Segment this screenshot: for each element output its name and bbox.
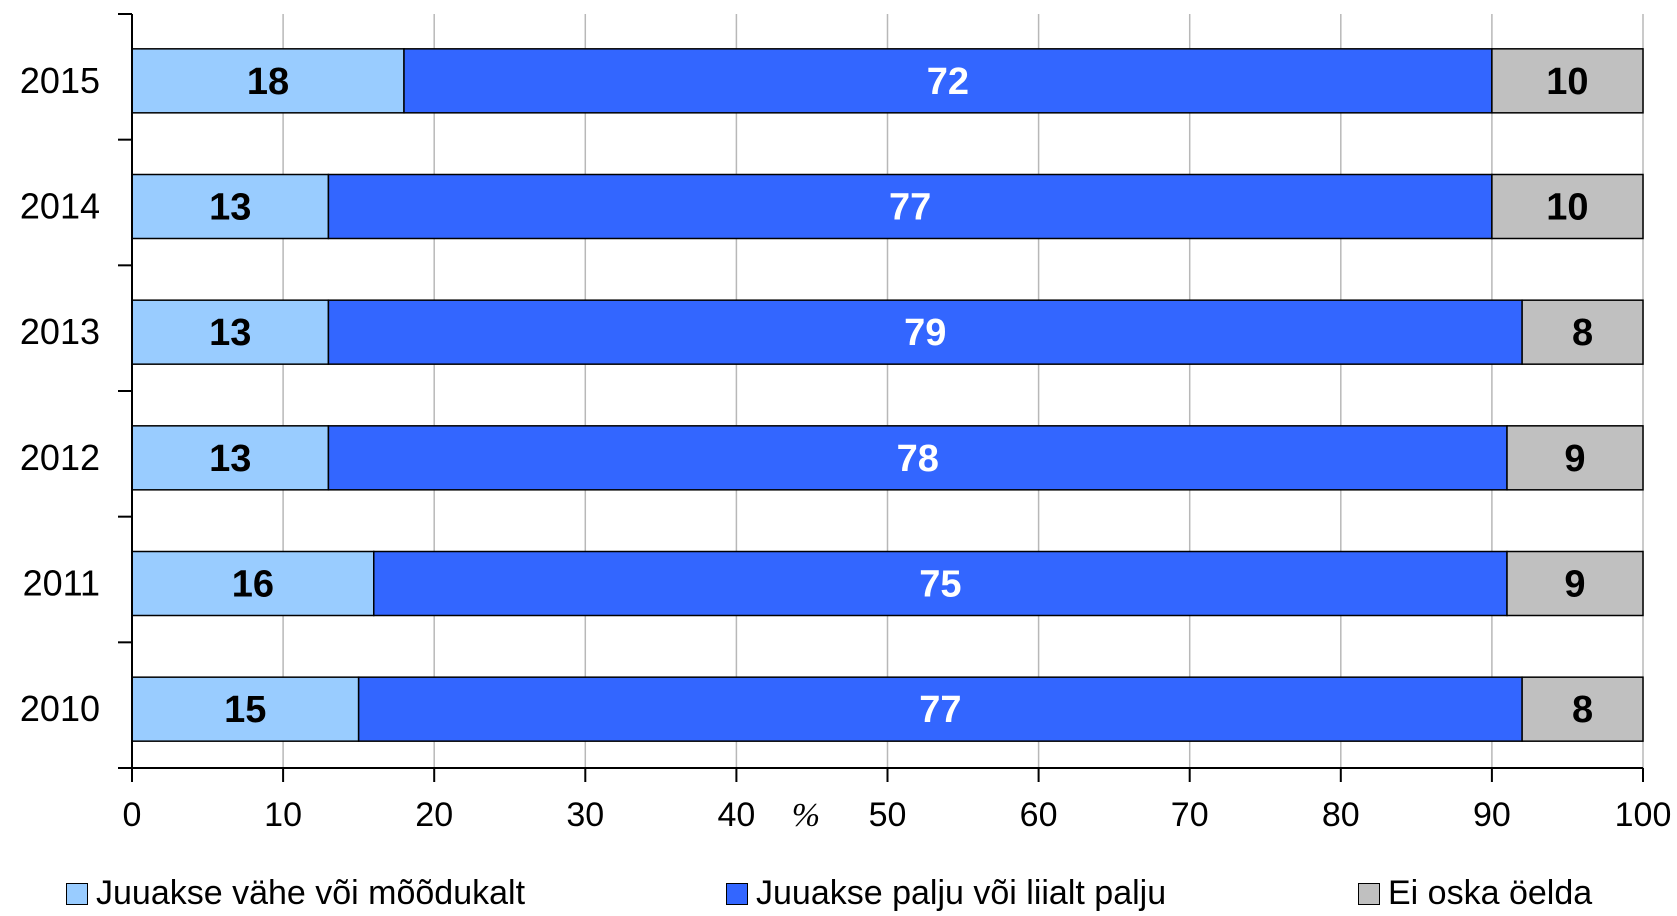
data-label: 16 <box>232 564 274 606</box>
data-label: 10 <box>1546 187 1588 229</box>
data-label: 72 <box>927 61 969 103</box>
y-tick-label: 2010 <box>20 688 100 729</box>
bar-segment <box>1506 425 1644 491</box>
x-tick-label: 90 <box>1473 796 1511 834</box>
bar-segment <box>403 48 1493 114</box>
data-label: 13 <box>209 312 251 354</box>
x-tick-label: 60 <box>1020 796 1058 834</box>
data-label: 15 <box>224 689 266 731</box>
bar-segment <box>131 550 375 617</box>
bar-segment <box>357 676 1523 742</box>
data-label: 18 <box>247 61 289 103</box>
legend-swatch-heavy <box>726 882 748 905</box>
legend-item-dont-know: Ei oska öelda <box>1358 874 1592 913</box>
x-tick-label: 30 <box>566 796 604 834</box>
bar-segment <box>131 299 330 365</box>
x-tick-label: 40 <box>717 796 755 834</box>
legend-item-moderate: Juuakse vähe või mõõdukalt <box>66 874 525 913</box>
data-label: 9 <box>1564 564 1585 606</box>
x-unit-label: % <box>792 797 820 834</box>
data-label: 75 <box>919 564 961 606</box>
bar-segment <box>327 173 1493 240</box>
bar-segment <box>327 299 1523 365</box>
bar-segment <box>1506 550 1644 617</box>
legend-label-heavy: Juuakse palju või liialt palju <box>756 874 1167 912</box>
y-tick-label: 2011 <box>23 563 100 604</box>
data-label: 77 <box>889 187 931 229</box>
x-tick-label: 50 <box>869 796 907 834</box>
bar-segment <box>373 550 1508 617</box>
legend-swatch-dont-know <box>1358 882 1380 905</box>
y-tick-label: 2012 <box>20 437 100 478</box>
y-tick-label: 2014 <box>20 186 100 227</box>
data-label: 13 <box>209 187 251 229</box>
bar-segment <box>1521 299 1644 365</box>
gridlines <box>282 14 1644 768</box>
bar-segment <box>1491 48 1644 114</box>
data-label: 78 <box>897 438 939 480</box>
data-label: 79 <box>904 312 946 354</box>
data-label: 77 <box>919 689 961 731</box>
data-label: 13 <box>209 438 251 480</box>
stacked-bar-chart: 2015 2014 2013 2012 2011 2010 0 10 20 30 40 50 60 70 8… <box>20 13 1672 834</box>
bar-segment <box>131 425 330 491</box>
labels: 18 72 10 13 77 10 13 79 8 13 78 9 16 75 9 15 77 8 <box>209 61 1593 731</box>
bar-segment <box>1521 676 1644 742</box>
y-tick-label: 2013 <box>20 311 100 352</box>
data-label: 10 <box>1546 61 1588 103</box>
legend-swatch-moderate <box>66 882 88 905</box>
x-tick-label: 70 <box>1171 796 1209 834</box>
bar-segment <box>327 425 1508 491</box>
data-label: 8 <box>1572 312 1593 354</box>
x-tick-label: 20 <box>415 796 453 834</box>
data-label: 8 <box>1572 689 1593 731</box>
legend-label-dont-know: Ei oska öelda <box>1388 874 1593 912</box>
legend: Juuakse vähe või mõõdukalt Juuakse palju… <box>60 874 1620 914</box>
x-tick-label: 10 <box>264 796 302 834</box>
data-label: 9 <box>1564 438 1585 480</box>
bar-segment <box>131 676 360 742</box>
x-tick-label: 100 <box>1615 796 1672 834</box>
y-tick-label: 2015 <box>20 60 100 101</box>
axes: 2015 2014 2013 2012 2011 2010 0 10 20 30 40 50 60 70 8… <box>20 13 1672 834</box>
legend-item-heavy: Juuakse palju või liialt palju <box>726 874 1166 913</box>
legend-label-moderate: Juuakse vähe või mõõdukalt <box>96 874 526 912</box>
x-tick-label: 0 <box>123 796 142 834</box>
bars <box>131 48 1644 742</box>
x-tick-label: 80 <box>1322 796 1360 834</box>
bar-segment <box>1491 173 1644 240</box>
